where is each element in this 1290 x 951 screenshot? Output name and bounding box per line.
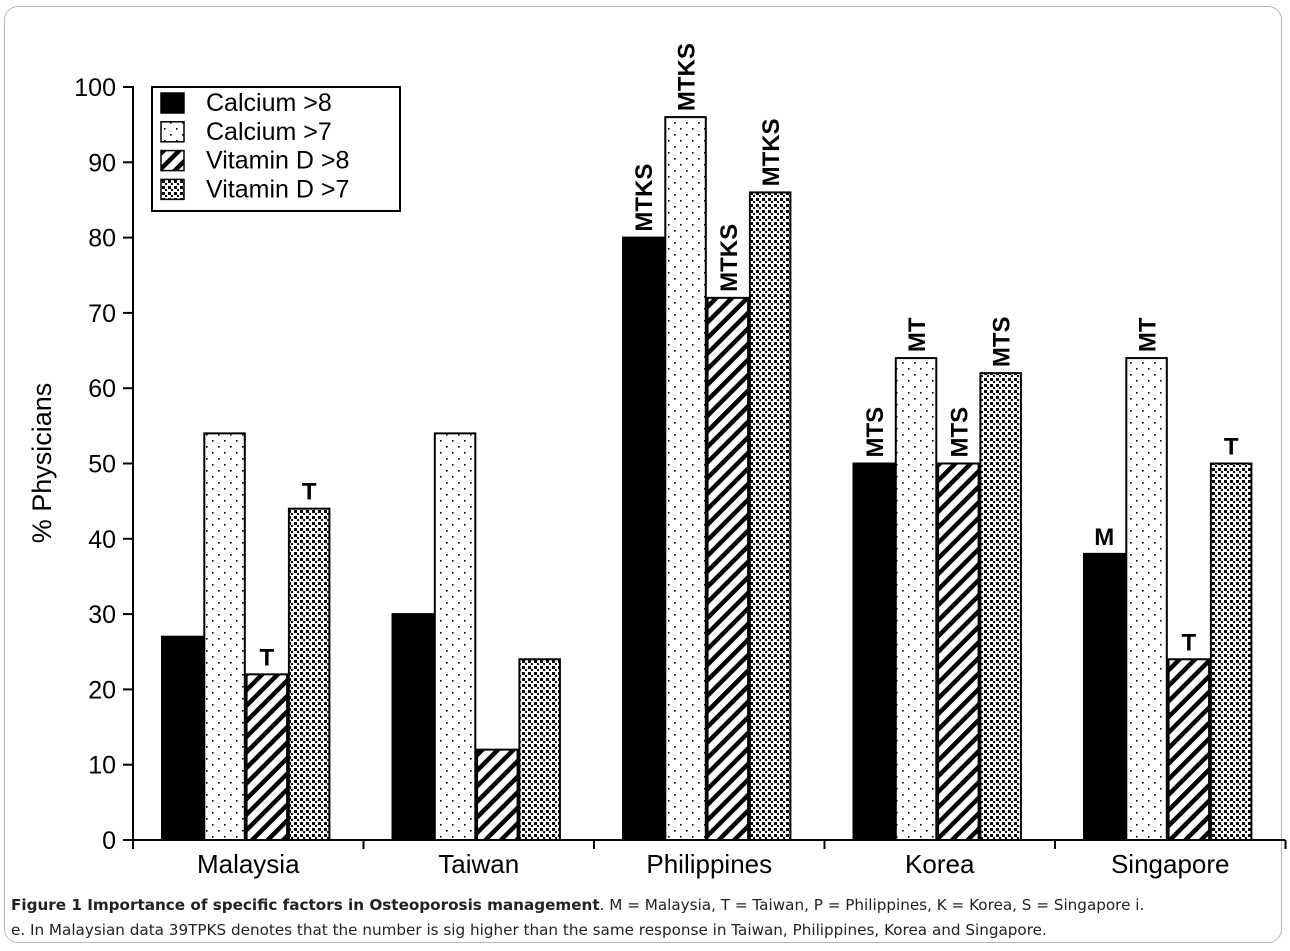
caption-text-1: . M = Malaysia, T = Taiwan, P = Philippi… (599, 896, 1145, 914)
x-tick-label: Taiwan (438, 849, 519, 879)
y-tick-label: 30 (88, 601, 116, 629)
bar (937, 462, 980, 841)
bar-label: MT (1135, 317, 1162, 352)
figure-frame (4, 6, 1282, 943)
bar-label: T (260, 644, 275, 671)
bar (1125, 357, 1168, 841)
bar (748, 191, 792, 842)
y-tick-label: 80 (88, 225, 116, 253)
bar (852, 462, 895, 841)
bar (1209, 462, 1253, 841)
x-tick-label: Singapore (1111, 849, 1230, 879)
bar-label: MTS (946, 407, 973, 458)
y-tick-label: 90 (88, 149, 116, 177)
legend-swatch (160, 92, 185, 114)
legend-swatch (160, 178, 185, 201)
y-tick-label: 40 (88, 526, 116, 554)
bar (664, 116, 707, 842)
legend-swatch (160, 149, 185, 172)
bar-label: MTKS (631, 164, 658, 232)
bar (433, 432, 477, 841)
y-tick-label: 60 (88, 375, 116, 403)
figure-caption: Figure 1 Importance of specific factors … (11, 893, 1273, 943)
bar-label: MTS (989, 316, 1016, 367)
legend-swatch (160, 121, 185, 143)
bar-label: MT (904, 317, 931, 352)
y-tick-label: 50 (88, 451, 116, 479)
caption-line-1: Figure 1 Importance of specific factors … (11, 893, 1273, 918)
bar (518, 658, 561, 842)
y-tick-label: 70 (88, 300, 116, 328)
bar-label: MTKS (716, 224, 743, 292)
y-tick-label: 10 (88, 752, 116, 780)
x-tick-label: Korea (905, 849, 975, 879)
bar (287, 507, 331, 841)
bar-chart: 0 10 20 30 40 50 60 70 80 90 100 Malaysia Taiwan Phi… (27, 43, 1287, 879)
legend-label: Vitamin D >7 (206, 175, 349, 203)
bar-label: MTS (862, 407, 889, 458)
x-tick-label: Philippines (646, 849, 772, 879)
bar (476, 748, 519, 842)
legend-box (151, 86, 401, 212)
x-axis: Malaysia Taiwan Philippines Korea Singapore (132, 839, 1287, 879)
bar-label: T (1224, 434, 1239, 461)
y-axis-title: % Physicians (27, 383, 57, 544)
bar (391, 613, 434, 841)
legend-label: Calcium >7 (206, 118, 332, 146)
bar (245, 673, 289, 842)
y-tick-label: 0 (102, 827, 116, 855)
caption-line-2: e. In Malaysian data 39TPKS denotes that… (11, 921, 1047, 939)
bar (203, 432, 246, 841)
y-tick-label: 20 (88, 676, 116, 704)
bar (1083, 552, 1126, 841)
y-tick-label: 100 (74, 74, 116, 102)
caption-title: Figure 1 Importance of specific factors … (11, 896, 600, 914)
legend-label: Calcium >8 (206, 89, 332, 117)
bar (894, 357, 938, 841)
bar-label: M (1094, 524, 1114, 551)
bar (1167, 658, 1211, 842)
bar (622, 236, 665, 842)
bar-label: T (1182, 629, 1197, 656)
bar (161, 635, 204, 841)
x-tick-label: Malaysia (197, 849, 300, 879)
bar-label: MTKS (758, 118, 785, 186)
bars (161, 116, 1253, 842)
bar (706, 296, 750, 841)
legend-label: Vitamin D >8 (206, 147, 349, 175)
y-axis: 0 10 20 30 40 50 60 70 80 90 100 (74, 74, 134, 855)
bar-label: T (302, 479, 317, 506)
bar-labels: MTKS MTS M MTKS MT MT T MTKS MTS T T MTKS MTS T (260, 43, 1239, 671)
bar (979, 372, 1022, 841)
bar-label: MTKS (674, 43, 701, 111)
